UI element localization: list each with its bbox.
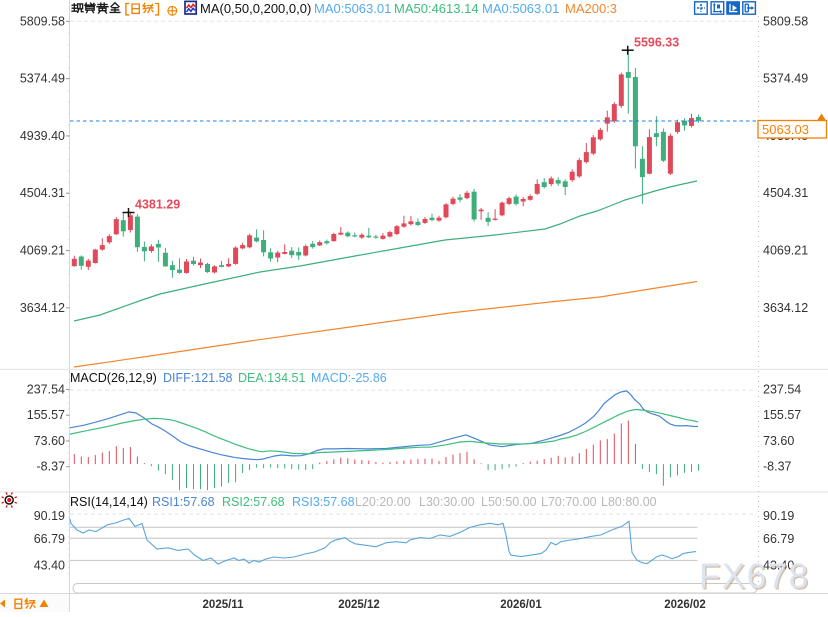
svg-text:RSI3:57.68: RSI3:57.68 — [292, 495, 355, 509]
svg-text:2025/11: 2025/11 — [203, 599, 245, 611]
svg-text:2025/12: 2025/12 — [338, 599, 380, 611]
svg-text:RSI1:57.68: RSI1:57.68 — [152, 495, 215, 509]
svg-text:5374.49: 5374.49 — [20, 72, 65, 86]
svg-text:MA200:3: MA200:3 — [565, 1, 617, 16]
svg-text:MA50:4613.14: MA50:4613.14 — [394, 1, 479, 16]
svg-text:90.19: 90.19 — [34, 509, 65, 523]
svg-text:DEA:134.51: DEA:134.51 — [238, 371, 305, 385]
svg-text:L20:20.00: L20:20.00 — [355, 495, 411, 509]
svg-text:73.60: 73.60 — [34, 434, 65, 448]
svg-text:5374.49: 5374.49 — [763, 72, 808, 86]
svg-text:5063.03: 5063.03 — [762, 122, 809, 137]
svg-text:2026/01: 2026/01 — [500, 599, 542, 611]
svg-text:3634.12: 3634.12 — [763, 301, 808, 315]
svg-text:155.57: 155.57 — [763, 408, 801, 422]
svg-text:66.79: 66.79 — [763, 532, 794, 546]
svg-text:5596.33: 5596.33 — [634, 36, 679, 50]
svg-text:155.57: 155.57 — [27, 408, 65, 422]
svg-text:90.19: 90.19 — [763, 509, 794, 523]
svg-text:66.79: 66.79 — [34, 532, 65, 546]
svg-text:-8.37: -8.37 — [37, 460, 66, 474]
svg-text:FX678: FX678 — [701, 558, 812, 597]
svg-text:MACD(26,12,9): MACD(26,12,9) — [70, 371, 157, 385]
svg-text:3634.12: 3634.12 — [20, 301, 65, 315]
svg-text:5809.58: 5809.58 — [763, 14, 808, 28]
svg-text:43.40: 43.40 — [763, 559, 794, 573]
svg-text:2026/02: 2026/02 — [664, 599, 706, 611]
svg-text:237.54: 237.54 — [27, 383, 65, 397]
svg-text:4069.21: 4069.21 — [763, 244, 808, 258]
svg-text:237.54: 237.54 — [763, 383, 801, 397]
svg-text:L50:50.00: L50:50.00 — [481, 495, 537, 509]
svg-text:4504.31: 4504.31 — [763, 186, 808, 200]
svg-text:4381.29: 4381.29 — [135, 198, 180, 212]
svg-text:43.40: 43.40 — [34, 559, 65, 573]
svg-text:DIFF:121.58: DIFF:121.58 — [163, 371, 233, 385]
svg-text:MA(0,50,0,200,0,0): MA(0,50,0,200,0,0) — [200, 1, 311, 16]
svg-text:MA0:5063.01: MA0:5063.01 — [314, 1, 391, 16]
svg-text:-8.37: -8.37 — [763, 460, 792, 474]
svg-text:73.60: 73.60 — [763, 434, 794, 448]
svg-text:L30:30.00: L30:30.00 — [419, 495, 475, 509]
svg-text:4939.40: 4939.40 — [20, 129, 65, 143]
svg-text:RSI2:57.68: RSI2:57.68 — [222, 495, 285, 509]
svg-text:MA0:5063.01: MA0:5063.01 — [482, 1, 559, 16]
svg-text:MACD:-25.86: MACD:-25.86 — [311, 371, 387, 385]
svg-text:5809.58: 5809.58 — [20, 14, 65, 28]
svg-text:4504.31: 4504.31 — [20, 186, 65, 200]
svg-text:L80:80.00: L80:80.00 — [601, 495, 657, 509]
svg-text:RSI(14,14,14): RSI(14,14,14) — [70, 495, 148, 509]
svg-text:L70:70.00: L70:70.00 — [541, 495, 597, 509]
svg-text:FX678: FX678 — [699, 557, 810, 596]
svg-text:4069.21: 4069.21 — [20, 244, 65, 258]
